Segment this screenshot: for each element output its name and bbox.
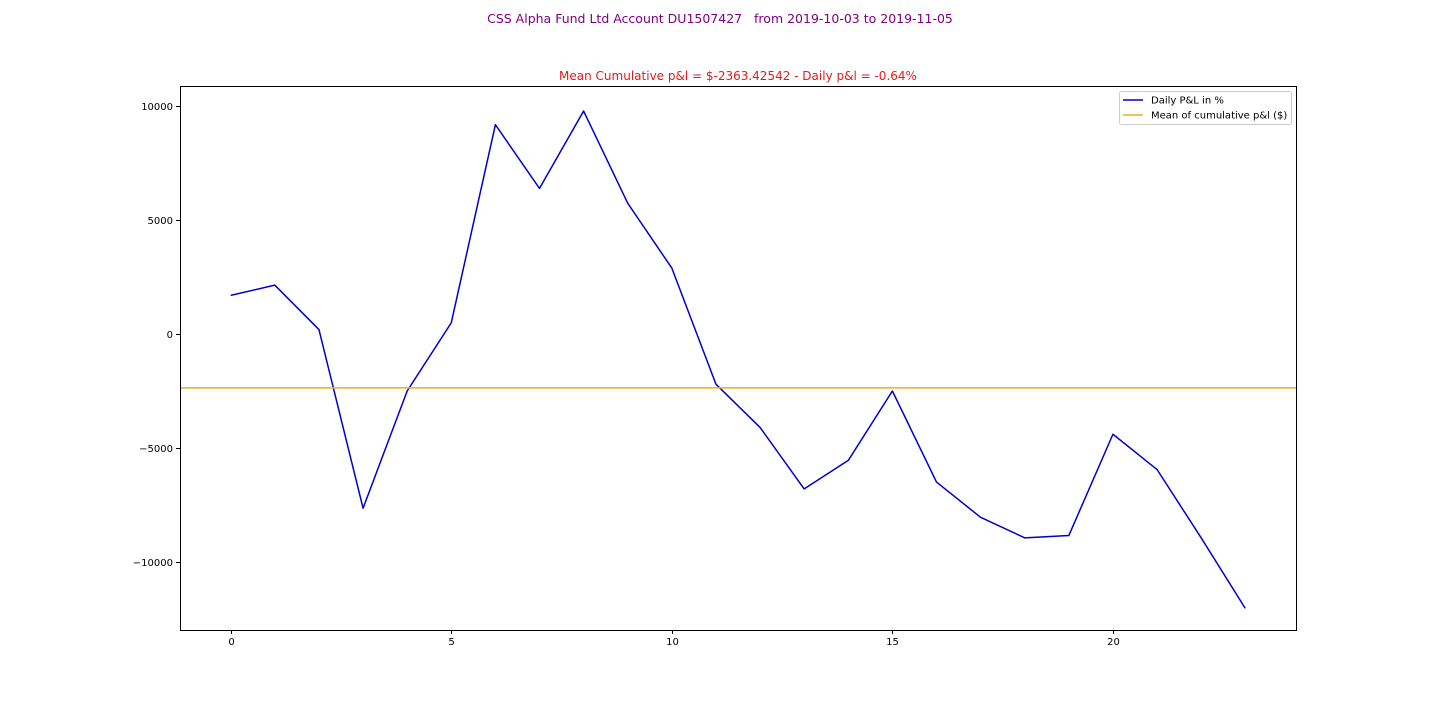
x-tick-label: 15 [886,637,899,648]
x-tick-label: 0 [228,637,234,648]
y-axis: −10000 −5000 0 5000 10000 [133,102,180,569]
y-tick-label: 5000 [148,216,173,227]
legend-label: Daily P&L in % [1151,96,1224,107]
y-tick-label: −10000 [133,558,173,569]
figure-suptitle: CSS Alpha Fund Ltd Account DU1507427 fro… [487,11,953,26]
y-tick-label: −5000 [139,444,173,455]
x-axis: 0 5 10 15 20 [228,630,1120,648]
x-tick-label: 20 [1107,637,1120,648]
y-tick-label: 10000 [141,102,173,113]
x-tick-label: 10 [666,637,679,648]
daily-pnl-line [230,110,1246,609]
plot-area [180,110,1296,609]
legend-box [1119,91,1292,125]
legend-label: Mean of cumulative p&l ($) [1151,111,1287,122]
legend: Daily P&L in % Mean of cumulative p&l ($) [1119,91,1292,125]
chart-title: Mean Cumulative p&l = $-2363.42542 - Dai… [559,69,917,83]
y-tick-label: 0 [167,330,173,341]
x-tick-label: 5 [448,637,454,648]
axes-frame [180,86,1297,631]
